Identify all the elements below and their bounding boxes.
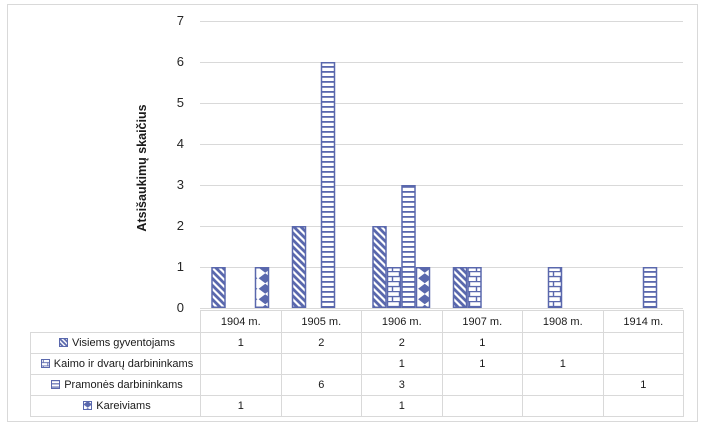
y-tick-label: 2 [176, 218, 184, 233]
table-series-row: Pramonės darbininkams 6 3 1 [30, 374, 684, 396]
bar-horizontal-lines [401, 185, 416, 308]
table-value-cell: 1 [200, 332, 282, 354]
table-value-cell: 1 [361, 353, 443, 375]
bar-diagonal-hatch [452, 267, 468, 308]
x-category-label: 1908 m. [522, 310, 604, 333]
bar-diagonal-hatch [211, 267, 226, 308]
table-value-cell: 3 [361, 374, 443, 396]
table-value-cell: 1 [200, 395, 282, 417]
y-tick-label: 0 [176, 300, 184, 315]
legend-series-label: Pramonės darbininkams [64, 379, 183, 392]
plot-area [200, 21, 683, 309]
table-header-row: 1904 m. 1905 m. 1906 m. 1907 m. 1908 m. 1914 … [31, 310, 684, 333]
table-value-cell: 1 [602, 374, 684, 396]
legend-key-horizontal-lines-icon [51, 379, 61, 389]
table-value-cell: 1 [361, 395, 443, 417]
table-value-cell [441, 395, 523, 417]
x-category-label: 1906 m. [361, 310, 443, 333]
legend-series-label: Kaimo ir dvarų darbininkams [53, 358, 194, 371]
table-series-row: Visiems gyventojams 1 2 2 1 [30, 332, 684, 354]
y-axis-tick-labels: 0 1 2 3 4 5 6 7 [148, 0, 184, 430]
table-value-cell [280, 395, 362, 417]
legend-series-label: Kareiviams [96, 400, 151, 413]
table-series-row: Kareiviams 1 1 [30, 395, 684, 417]
legend-series-cell: Kaimo ir dvarų darbininkams [30, 353, 201, 375]
table-corner-cell [31, 311, 201, 333]
legend-series-cell: Visiems gyventojams [30, 332, 201, 354]
y-tick-label: 3 [176, 177, 184, 192]
x-category-label: 1907 m. [441, 310, 523, 333]
bar-diamond [415, 267, 431, 308]
legend-data-table: 1904 m. 1905 m. 1906 m. 1907 m. 1908 m. 1914 … [30, 310, 684, 417]
x-category-label: 1905 m. [280, 310, 362, 333]
legend-series-cell: Pramonės darbininkams [30, 374, 201, 396]
y-tick-label: 6 [176, 54, 184, 69]
table-value-cell: 1 [441, 353, 523, 375]
legend-series-cell: Kareiviams [30, 395, 201, 417]
table-value-cell: 1 [441, 332, 523, 354]
y-axis-title: Atsišaukimų skaičius [135, 104, 149, 232]
table-value-cell [522, 332, 604, 354]
legend-key-brick-icon [40, 358, 50, 368]
bar-chart-svg [200, 21, 683, 309]
table-value-cell: 2 [280, 332, 362, 354]
x-category-label: 1914 m. [602, 310, 684, 333]
table-value-cell [602, 395, 684, 417]
x-category-label: 1904 m. [200, 310, 282, 333]
bar-diagonal-hatch [372, 226, 387, 308]
bar-diagonal-hatch [291, 226, 307, 308]
table-value-cell [280, 353, 362, 375]
y-tick-label: 5 [176, 95, 184, 110]
legend-key-diagonal-hatch-icon [58, 337, 68, 347]
table-value-cell: 1 [522, 353, 604, 375]
table-value-cell [441, 374, 523, 396]
table-value-cell [522, 395, 604, 417]
y-tick-label: 4 [176, 136, 184, 151]
table-value-cell [522, 374, 604, 396]
table-value-cell [200, 374, 282, 396]
bar-diamond [254, 267, 270, 308]
table-value-cell [200, 353, 282, 375]
legend-series-label: Visiems gyventojams [71, 337, 176, 350]
table-value-cell: 2 [361, 332, 443, 354]
bar-brick [386, 267, 402, 308]
table-value-cell [602, 353, 684, 375]
table-value-cell [602, 332, 684, 354]
bar-horizontal-lines [320, 62, 336, 308]
chart-data-table: 1904 m. 1905 m. 1906 m. 1907 m. 1908 m. 1914 … [30, 310, 684, 417]
y-tick-label: 7 [176, 13, 184, 28]
y-tick-label: 1 [176, 259, 184, 274]
table-value-cell: 6 [280, 374, 362, 396]
legend-key-diamond-icon [83, 400, 93, 410]
bar-horizontal-lines [642, 267, 658, 308]
table-series-row: Kaimo ir dvarų darbininkams 1 1 1 [30, 353, 684, 375]
bar-brick [467, 267, 482, 308]
bar-brick [547, 267, 563, 308]
